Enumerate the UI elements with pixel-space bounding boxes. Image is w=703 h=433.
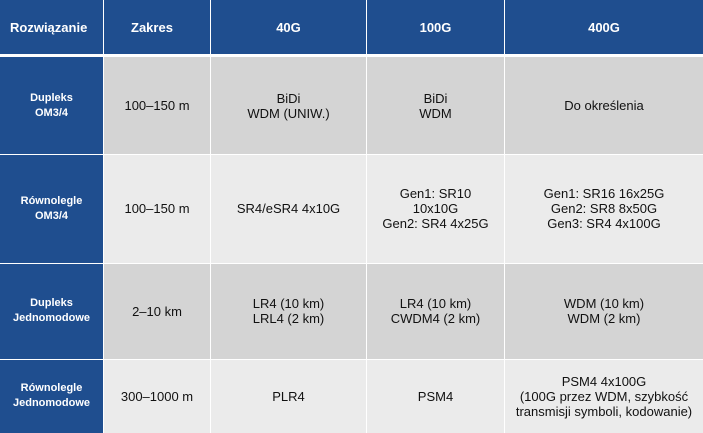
cell-line: BiDi xyxy=(276,90,301,106)
cell-line: LRL4 (2 km) xyxy=(252,311,325,327)
row-label-line: OM3/4 xyxy=(34,209,68,222)
cell-line: BiDi xyxy=(423,90,448,106)
row-label: Równolegle OM3/4 xyxy=(0,155,104,264)
cell-40g: LR4 (10 km) LRL4 (2 km) xyxy=(211,263,367,360)
cell-line: Gen1: SR16 16x25G xyxy=(543,186,665,202)
cell-100g: BiDi WDM xyxy=(367,57,505,156)
table-row: Równolegle OM3/4 100–150 m SR4/eSR4 4x10… xyxy=(0,155,703,264)
cell-40g: PLR4 xyxy=(211,359,367,433)
cell-line: LR4 (10 km) xyxy=(252,296,325,312)
cell-line: WDM (UNIW.) xyxy=(247,105,330,121)
cell-line: CWDM4 (2 km) xyxy=(390,311,481,327)
range-value: 100–150 m xyxy=(124,98,190,114)
range-value: 300–1000 m xyxy=(120,388,194,404)
row-label-line: Równolegle xyxy=(20,194,83,207)
table-row: Równolegle Jednomodowe 300–1000 m PLR4 P… xyxy=(0,359,703,433)
cell-line: WDM (10 km) xyxy=(563,296,645,312)
cell-line: Do określenia xyxy=(564,98,644,114)
cell-400g: WDM (10 km) WDM (2 km) xyxy=(505,263,703,360)
cell-line: 10x10G xyxy=(412,201,459,217)
table-row: Dupleks OM3/4 100–150 m BiDi WDM (UNIW.)… xyxy=(0,57,703,156)
range-cell: 100–150 m xyxy=(104,57,211,156)
range-cell: 300–1000 m xyxy=(104,359,211,433)
cell-400g: PSM4 4x100G (100G przez WDM, szybkość tr… xyxy=(505,359,703,433)
row-label: Dupleks Jednomodowe xyxy=(0,263,104,360)
cell-line: Gen2: SR8 8x50G xyxy=(550,201,658,217)
header-range: Zakres xyxy=(104,0,211,58)
range-cell: 100–150 m xyxy=(104,155,211,264)
row-label-line: Jednomodowe xyxy=(12,312,90,325)
cell-line: PSM4 4x100G xyxy=(561,373,647,389)
range-value: 2–10 km xyxy=(132,303,182,319)
cell-400g: Do określenia xyxy=(505,57,703,156)
cell-line: Gen1: SR10 xyxy=(399,186,472,202)
cell-100g: LR4 (10 km) CWDM4 (2 km) xyxy=(367,263,505,360)
cell-100g: Gen1: SR10 10x10G Gen2: SR4 4x25G xyxy=(367,155,505,264)
table-row: Dupleks Jednomodowe 2–10 km LR4 (10 km) … xyxy=(0,263,703,360)
cell-line: SR4/eSR4 4x10G xyxy=(236,201,341,217)
cell-line: PLR4 xyxy=(272,388,305,404)
header-row: Rozwiązanie Zakres 40G 100G 400G xyxy=(0,0,703,58)
cell-line: Gen3: SR4 4x100G xyxy=(547,216,661,232)
cell-40g: BiDi WDM (UNIW.) xyxy=(211,57,367,156)
cell-400g: Gen1: SR16 16x25G Gen2: SR8 8x50G Gen3: … xyxy=(505,155,703,264)
header-solution: Rozwiązanie xyxy=(0,0,104,58)
row-label: Dupleks OM3/4 xyxy=(0,57,104,156)
header-100g: 100G xyxy=(367,0,505,58)
header-40g: 40G xyxy=(211,0,367,58)
row-label-line: Dupleks xyxy=(30,91,73,104)
cell-line: (100G przez WDM, szybkość xyxy=(519,388,689,404)
header-400g: 400G xyxy=(505,0,703,58)
row-label: Równolegle Jednomodowe xyxy=(0,359,104,433)
cell-40g: SR4/eSR4 4x10G xyxy=(211,155,367,264)
cell-line: LR4 (10 km) xyxy=(399,296,472,312)
cell-line: Gen2: SR4 4x25G xyxy=(382,216,489,232)
cell-100g: PSM4 xyxy=(367,359,505,433)
cell-line: PSM4 xyxy=(417,388,454,404)
cell-line: WDM (2 km) xyxy=(567,311,641,327)
range-cell: 2–10 km xyxy=(104,263,211,360)
cell-line: transmisji symboli, kodowanie) xyxy=(515,403,693,419)
row-label-line: OM3/4 xyxy=(34,106,68,119)
cell-line: WDM xyxy=(419,105,452,121)
range-value: 100–150 m xyxy=(124,201,190,217)
row-label-line: Równolegle xyxy=(20,382,83,395)
row-label-line: Dupleks xyxy=(30,297,73,310)
row-label-line: Jednomodowe xyxy=(12,397,90,410)
